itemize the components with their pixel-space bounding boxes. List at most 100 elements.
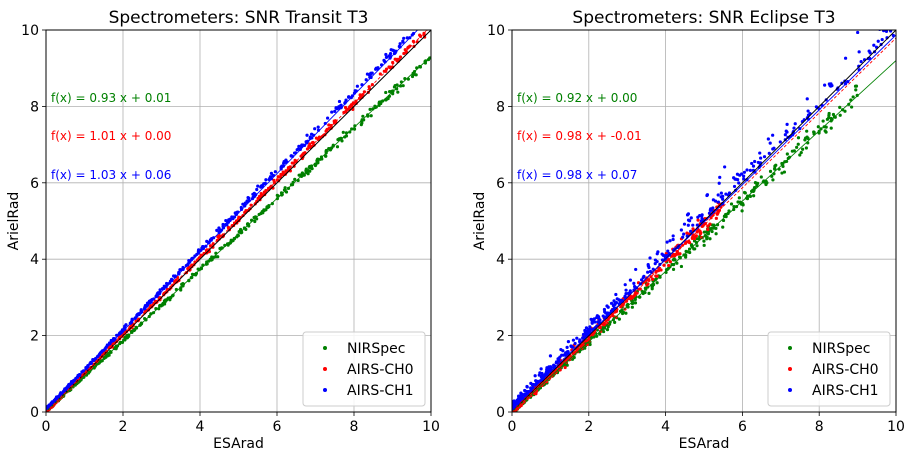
data-point (816, 125, 820, 129)
data-point (181, 284, 185, 288)
data-point (666, 249, 670, 253)
data-point (179, 288, 183, 292)
data-point (520, 392, 524, 396)
data-point (724, 192, 728, 196)
data-point (283, 186, 287, 190)
data-point (696, 218, 700, 222)
data-point (423, 35, 427, 39)
x-tick-label: 2 (584, 419, 593, 435)
data-point (572, 355, 576, 360)
data-point (286, 166, 290, 170)
data-point (880, 37, 884, 42)
data-point (867, 49, 871, 53)
data-point (188, 260, 192, 264)
data-point (312, 143, 316, 147)
data-point (686, 212, 691, 216)
data-point (297, 144, 301, 148)
data-point (410, 74, 415, 79)
data-point (384, 55, 389, 59)
data-point (549, 365, 553, 369)
data-point (566, 340, 571, 344)
legend: NIRSpec AIRS-CH0 AIRS-CH1 (302, 331, 426, 407)
data-point (793, 122, 797, 126)
data-point (691, 233, 695, 237)
data-point (275, 193, 279, 197)
data-point (723, 165, 727, 169)
data-point (326, 116, 330, 120)
data-point (534, 379, 538, 383)
data-point (256, 184, 260, 188)
data-point (361, 114, 365, 118)
data-point (686, 218, 691, 222)
data-point (590, 321, 594, 325)
data-point (705, 235, 709, 239)
data-point (229, 239, 233, 244)
data-point (598, 332, 602, 336)
data-point (613, 320, 617, 324)
data-point (804, 146, 808, 150)
data-point (784, 129, 788, 133)
data-point (171, 293, 175, 297)
data-point (759, 156, 763, 160)
data-point (313, 127, 317, 131)
data-point (293, 177, 297, 181)
data-point (624, 288, 628, 292)
fit-equation-label: f(x) = 0.98 x + -0.01 (517, 129, 642, 143)
data-point (47, 404, 51, 408)
data-point (653, 262, 657, 266)
data-point (694, 234, 698, 238)
y-tick-label: 10 (21, 23, 39, 39)
data-point (601, 326, 605, 330)
data-point (347, 95, 351, 99)
data-point (324, 148, 328, 153)
data-point (306, 172, 310, 176)
data-point (54, 396, 58, 401)
data-point (828, 83, 832, 88)
data-point (706, 227, 710, 231)
data-point (632, 284, 637, 289)
data-point (305, 133, 309, 137)
data-point (648, 256, 652, 260)
data-point (603, 310, 607, 314)
y-tick-label: 0 (30, 405, 39, 421)
legend-marker (788, 388, 792, 392)
data-point (554, 361, 558, 365)
data-point (71, 379, 75, 383)
plot-area (46, 30, 431, 412)
x-axis-label: ESArad (679, 436, 730, 450)
x-tick-label: 2 (119, 419, 128, 435)
fit-line (512, 60, 896, 412)
data-point (548, 354, 553, 358)
data-point (806, 136, 810, 141)
data-point (796, 136, 801, 140)
data-point (671, 237, 675, 242)
chart-panel-1: 0 2 4 6 8 10 0 2 4 6 8 10 Spectrometers: SNR Transit… (6, 8, 440, 450)
data-point (850, 105, 854, 109)
data-point (624, 291, 628, 296)
data-point (595, 314, 599, 318)
data-point (573, 341, 577, 346)
data-point (314, 136, 319, 140)
data-point (398, 42, 402, 46)
data-point (149, 312, 153, 316)
data-point (646, 282, 650, 286)
data-point (355, 84, 359, 88)
data-point (857, 64, 861, 68)
x-tick-label: 4 (196, 419, 205, 435)
data-point (888, 30, 893, 33)
fit-line (46, 56, 431, 412)
data-point (221, 222, 225, 227)
data-point (216, 255, 220, 259)
data-point (684, 255, 688, 259)
x-tick-label: 4 (661, 419, 670, 435)
data-point (237, 215, 241, 219)
data-point (384, 52, 388, 57)
data-point (689, 216, 693, 220)
data-point (709, 207, 713, 211)
legend: NIRSpec AIRS-CH0 AIRS-CH1 (767, 331, 891, 407)
data-point (702, 239, 706, 243)
x-tick-label: 0 (508, 419, 517, 435)
data-point (805, 97, 809, 101)
data-point (843, 56, 848, 60)
data-point (245, 199, 249, 203)
